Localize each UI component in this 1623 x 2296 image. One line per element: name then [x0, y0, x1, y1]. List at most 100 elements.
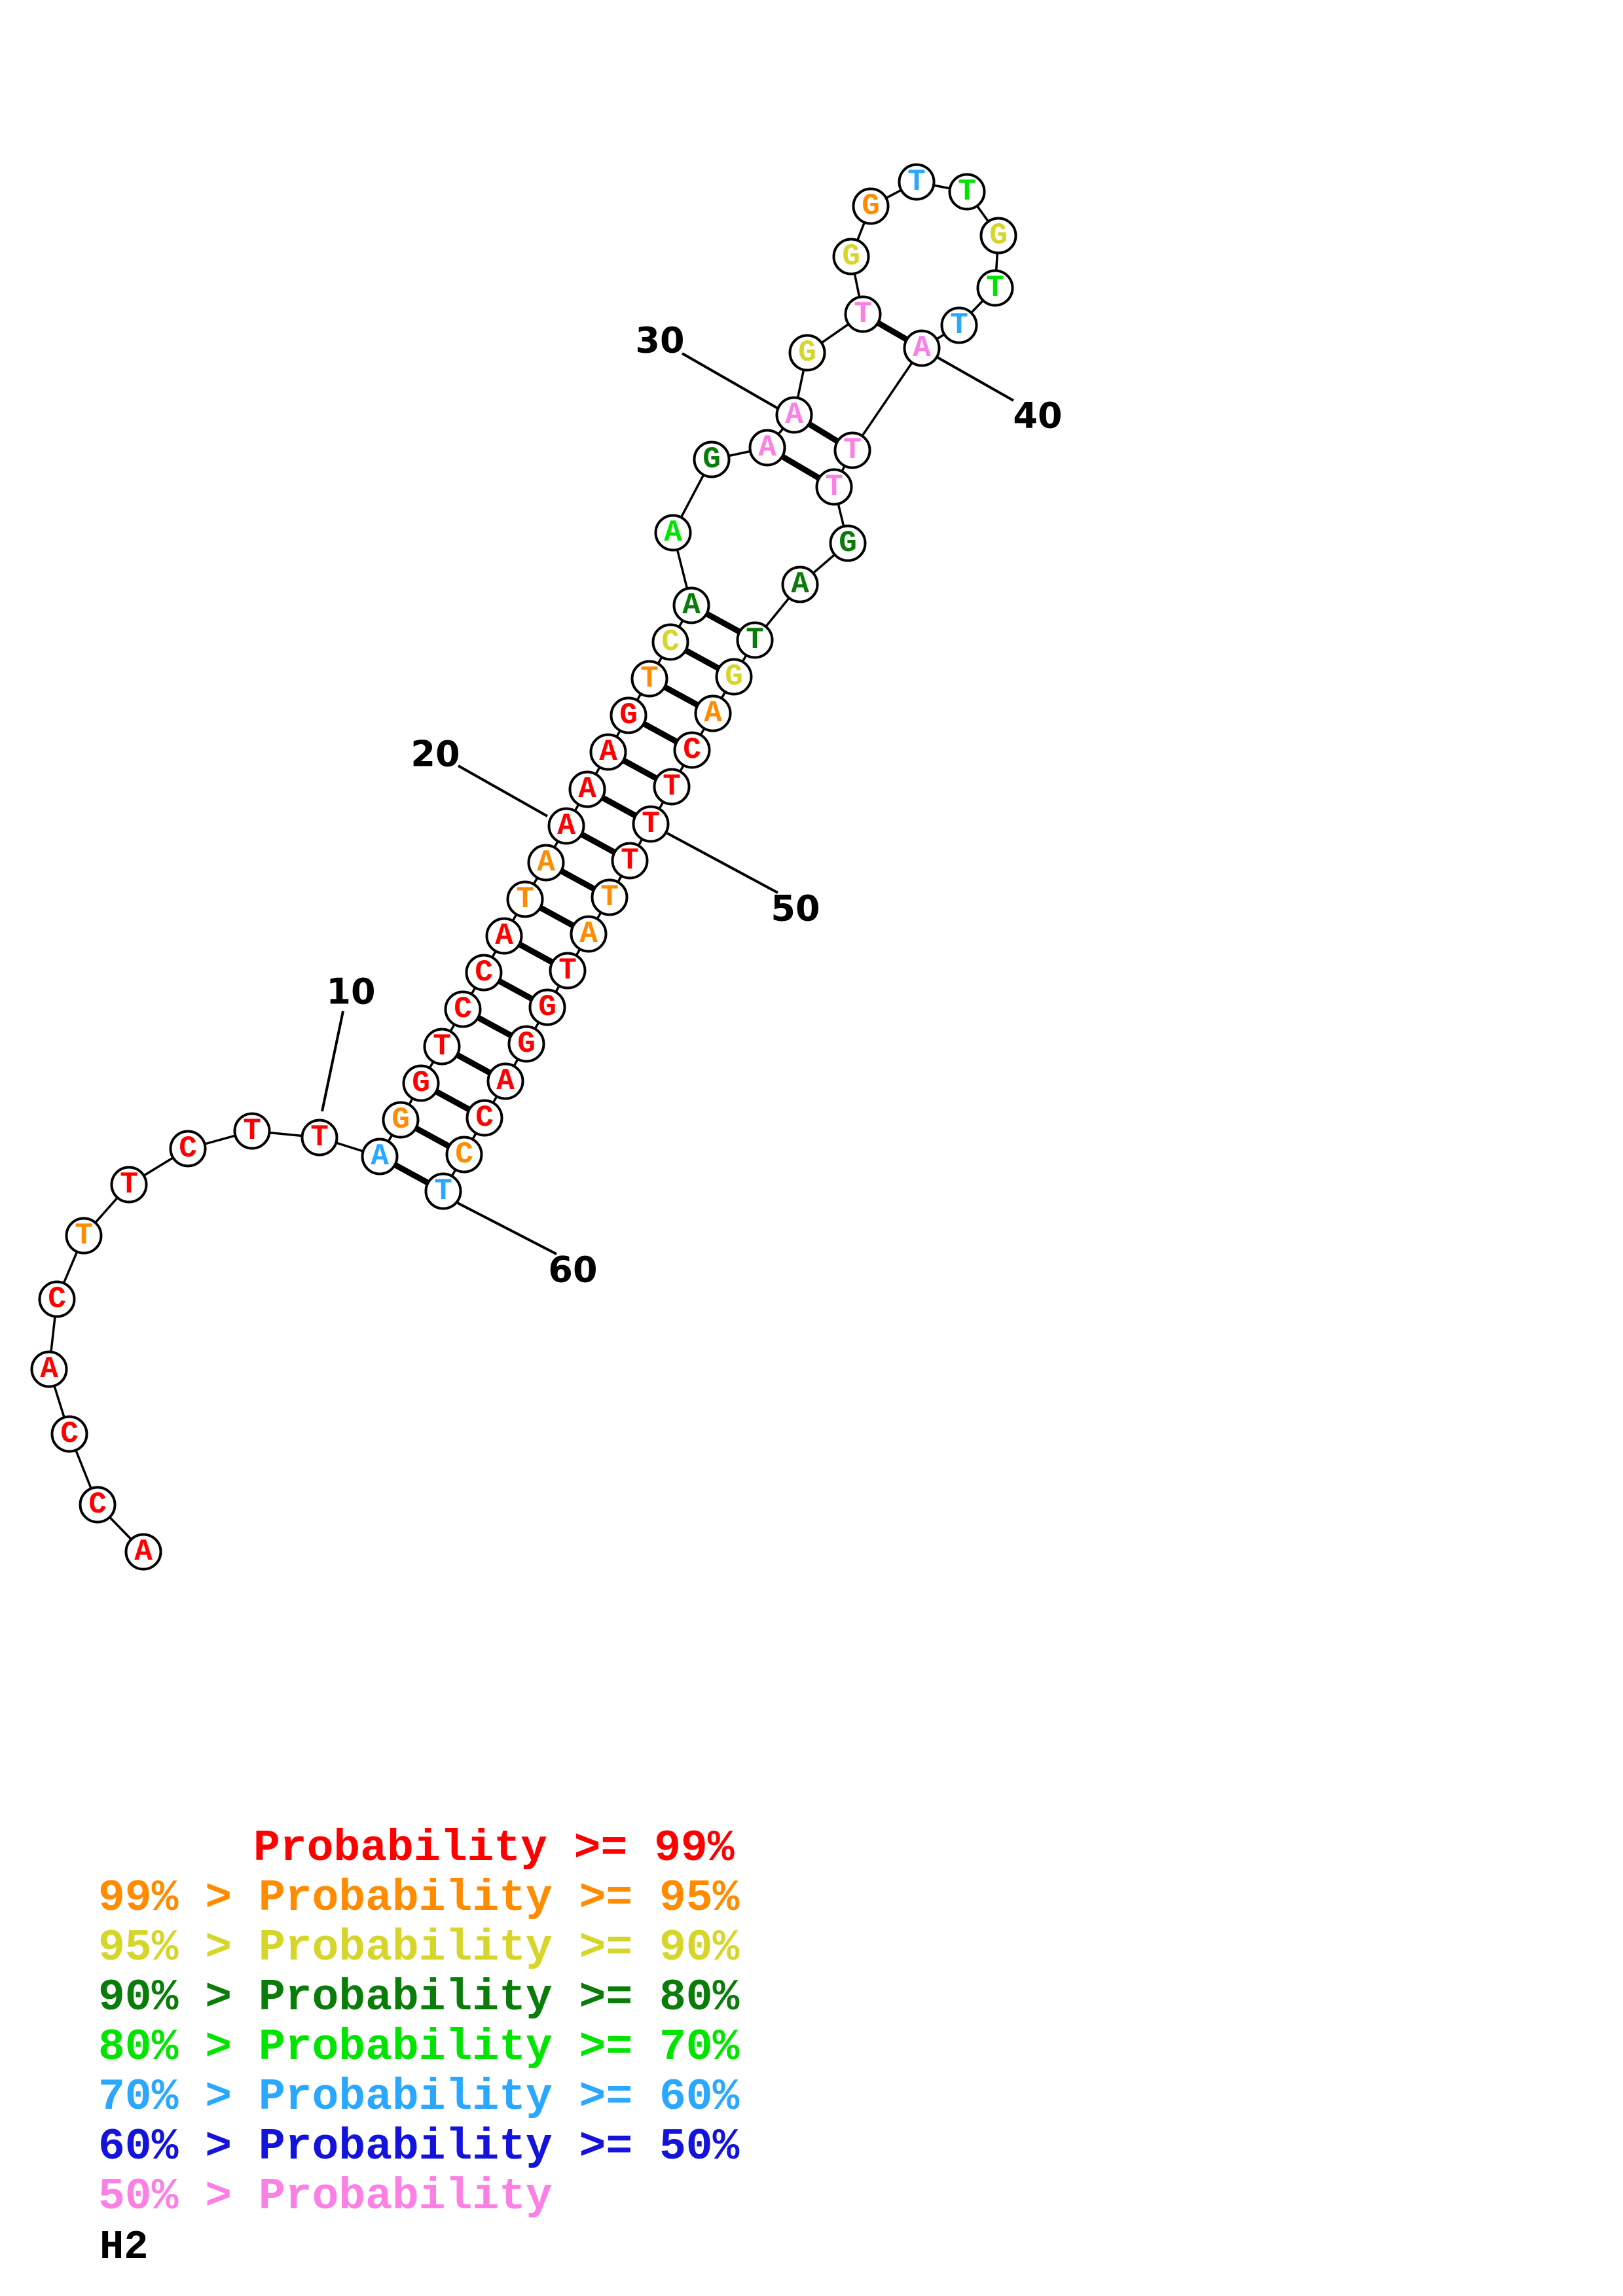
nucleotide-base-letter: A — [134, 1535, 153, 1569]
nucleotide-circle — [549, 952, 587, 990]
nucleotide-base-letter: A — [578, 772, 596, 806]
nucleotide-circle — [38, 1280, 76, 1318]
label-leader-line — [936, 355, 1014, 402]
nucleotide-circle — [528, 988, 566, 1026]
nucleotide-circle — [654, 514, 692, 552]
nucleotide: G — [832, 238, 870, 276]
probability-legend: Probability >= 99%99% > Probability >= 9… — [98, 1823, 740, 2222]
nucleotide-base-letter: C — [48, 1282, 66, 1316]
nucleotide: G — [852, 187, 890, 225]
nucleotide: T — [940, 306, 978, 344]
legend-line: 60% > Probability >= 50% — [98, 2122, 740, 2172]
nucleotide-circle — [486, 1062, 524, 1100]
nucleotide: G — [402, 1064, 440, 1102]
nucleotide-circle — [570, 915, 608, 953]
nucleotide-base-letter: A — [371, 1139, 389, 1174]
plot-title: H2 — [100, 2224, 148, 2270]
label-leader-lines — [321, 352, 1014, 1255]
nucleotide-base-letter: G — [862, 189, 880, 223]
nucleotide-circle — [976, 269, 1014, 307]
nucleotide: C — [169, 1130, 207, 1168]
nucleotide-base-letter: G — [798, 336, 816, 370]
nucleotide-base-letter: A — [682, 588, 701, 622]
nucleotide: A — [748, 429, 786, 467]
nucleotide-circle — [527, 844, 565, 882]
nucleotide-base-letter: G — [517, 1027, 536, 1061]
nucleotide-base-letter: T — [433, 1030, 451, 1064]
nucleotide: G — [382, 1101, 420, 1139]
nucleotide-circle — [693, 440, 731, 478]
nucleotide-base-letter: A — [785, 398, 803, 432]
nucleotide: T — [65, 1217, 103, 1255]
position-label: 20 — [410, 734, 460, 775]
nucleotide-circle — [589, 733, 627, 771]
nucleotide-base-letter: C — [475, 956, 493, 990]
nucleotide-base-letter: T — [120, 1168, 138, 1202]
nucleotide-base-letter: T — [75, 1219, 93, 1253]
nucleotide: G — [715, 658, 753, 696]
nucleotide-base-letter: G — [619, 698, 638, 732]
nucleotide-base-letter: G — [392, 1103, 410, 1137]
legend-line: 99% > Probability >= 95% — [98, 1873, 740, 1924]
nucleotide-circle — [852, 187, 890, 225]
nucleotide-circle — [50, 1415, 88, 1453]
nucleotide-circle — [568, 770, 606, 808]
nucleotide: T — [844, 295, 882, 333]
nucleotide-base-letter: G — [702, 442, 721, 476]
nucleotide-circle — [632, 805, 670, 843]
nucleotide: C — [465, 1099, 503, 1137]
nucleotide: T — [424, 1172, 462, 1210]
nucleotide-circle — [979, 217, 1017, 255]
nucleotide-base-letter: T — [746, 623, 764, 657]
nucleotide-circle — [610, 696, 647, 734]
nucleotide-circle — [781, 565, 819, 603]
nucleotide-circle — [788, 334, 826, 372]
nucleotide-base-letter: T — [243, 1114, 261, 1148]
legend-line: Probability >= 99% — [253, 1823, 735, 1874]
position-label: 10 — [326, 971, 375, 1013]
nucleotide-base-letter: T — [434, 1174, 452, 1208]
nucleotide-base-letter: G — [725, 660, 743, 694]
nucleotide: T — [833, 431, 871, 469]
nucleotide-base-letter: T — [516, 882, 534, 916]
nucleotide-base-letter: G — [412, 1066, 430, 1100]
nucleotide-base-letter: A — [913, 331, 931, 365]
nucleotide: C — [79, 1486, 117, 1524]
nucleotide-circle — [736, 621, 774, 659]
nucleotide-base-letter: C — [683, 733, 701, 767]
nucleotide: C — [50, 1415, 88, 1453]
nucleotide: G — [528, 988, 566, 1026]
nucleotide-base-letter: C — [454, 992, 472, 1026]
nucleotide: G — [788, 334, 826, 372]
nucleotide: C — [445, 1136, 483, 1174]
nucleotide-circle — [30, 1350, 68, 1388]
nucleotide-base-letter: T — [958, 175, 976, 209]
nucleotide: T — [611, 842, 649, 880]
label-leader-line — [682, 352, 780, 410]
nucleotide-circle — [832, 238, 870, 276]
nucleotide-base-letter: A — [496, 1064, 515, 1098]
nucleotide-circle — [465, 1099, 503, 1137]
nucleotide: G — [829, 524, 867, 562]
nucleotide-circle — [233, 1112, 271, 1150]
nucleotide-base-letter: A — [664, 516, 682, 550]
nucleotide-base-letter: T — [642, 807, 660, 841]
nucleotide-circle — [169, 1130, 207, 1168]
nucleotide-base-letter: G — [839, 526, 857, 560]
nucleotide: C — [444, 990, 482, 1028]
label-leader-line — [458, 764, 548, 817]
nucleotide: A — [654, 514, 692, 552]
nucleotide-base-letter: G — [538, 990, 556, 1024]
nucleotide-base-letter: C — [661, 625, 680, 659]
nucleotide-base-letter: T — [663, 770, 681, 804]
nucleotide-circle — [124, 1533, 162, 1571]
backbone-link — [851, 347, 923, 452]
label-leader-line — [457, 1202, 557, 1255]
nucleotide: T — [233, 1112, 271, 1150]
nucleotide-circle — [444, 990, 482, 1028]
nucleotide-circle — [694, 694, 732, 732]
nucleotide-circle — [672, 586, 710, 624]
nucleotide-base-letter: A — [579, 917, 598, 951]
